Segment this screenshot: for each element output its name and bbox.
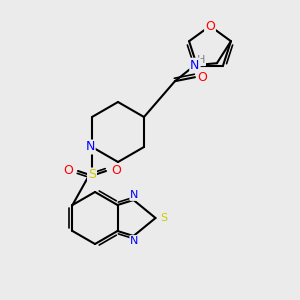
Text: O: O: [205, 20, 215, 32]
Text: N: N: [130, 236, 139, 246]
Text: S: S: [88, 169, 96, 182]
Text: N: N: [130, 190, 139, 200]
Text: N: N: [190, 59, 200, 72]
Text: H: H: [197, 55, 205, 65]
Text: S: S: [160, 213, 167, 223]
Text: O: O: [197, 71, 207, 84]
Text: O: O: [63, 164, 73, 178]
Text: N: N: [85, 140, 95, 154]
Text: O: O: [111, 164, 121, 178]
